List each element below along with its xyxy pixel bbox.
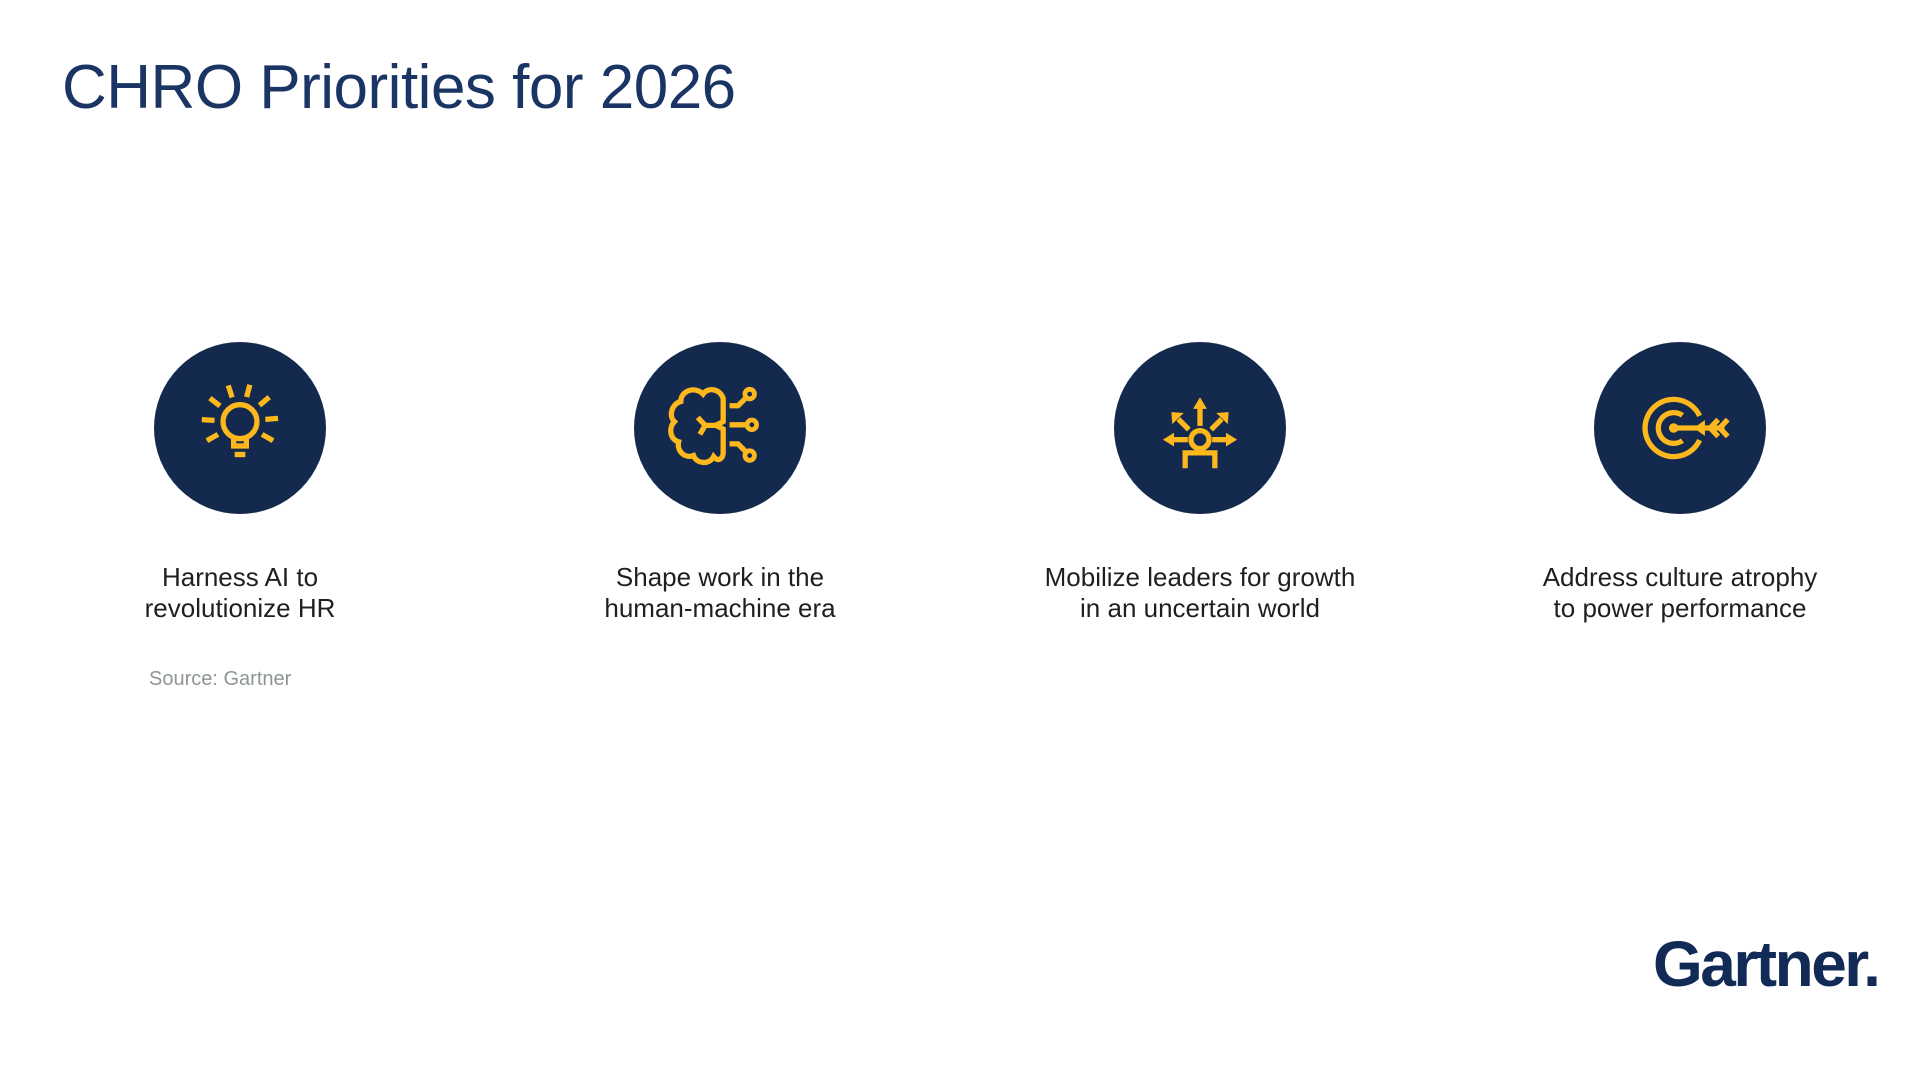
priority-label-line1: Shape work in the [615,562,825,592]
priority-column-mobilize-leaders: Mobilize leaders for growth in an uncert… [960,342,1440,624]
priority-column-address-culture: Address culture atrophy to power perform… [1440,342,1920,624]
priority-label-line1: Mobilize leaders for growth [1044,562,1356,592]
leader-arrows-icon [1162,397,1238,469]
priority-circle [154,342,326,514]
priority-label-line1: Address culture atrophy [1542,562,1818,592]
priority-circle [634,342,806,514]
priority-label-line2: in an uncertain world [1080,593,1320,623]
priority-column-shape-work: Shape work in the human-machine era [480,342,960,624]
priority-label-line2: human-machine era [604,593,836,623]
source-note: Source: Gartner [149,668,292,690]
priority-label: Address culture atrophy to power perform… [1543,562,1818,624]
target-arrow-icon [1642,396,1730,460]
priority-label: Mobilize leaders for growth in an uncert… [1045,562,1356,624]
priority-label-line1: Harness AI to [161,562,319,592]
gartner-logo: Gartner. [1653,928,1881,1000]
priorities-row: Harness AI to revolutionize HR [0,342,1920,624]
priority-column-harness-ai: Harness AI to revolutionize HR [0,342,480,624]
priority-circle [1114,342,1286,514]
page-title: CHRO Priorities for 2026 [62,53,736,122]
priority-label-line2: to power performance [1553,593,1807,623]
priority-label: Harness AI to revolutionize HR [145,562,336,624]
ai-brain-icon [668,386,759,466]
lightbulb-icon [201,384,279,458]
priority-circle [1594,342,1766,514]
priority-label: Shape work in the human-machine era [604,562,835,624]
priority-label-line2: revolutionize HR [144,593,336,623]
